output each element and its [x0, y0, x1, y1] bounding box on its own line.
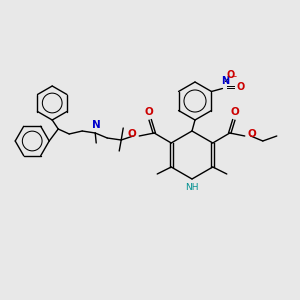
Text: O: O	[128, 129, 136, 139]
Text: NH: NH	[185, 183, 199, 192]
Text: N: N	[221, 76, 230, 86]
Text: N: N	[92, 120, 100, 130]
Text: O: O	[248, 129, 256, 139]
Text: −: −	[230, 72, 237, 81]
Text: O: O	[145, 107, 154, 117]
Text: O: O	[236, 82, 245, 92]
Text: O: O	[227, 70, 235, 80]
Text: O: O	[230, 107, 239, 117]
